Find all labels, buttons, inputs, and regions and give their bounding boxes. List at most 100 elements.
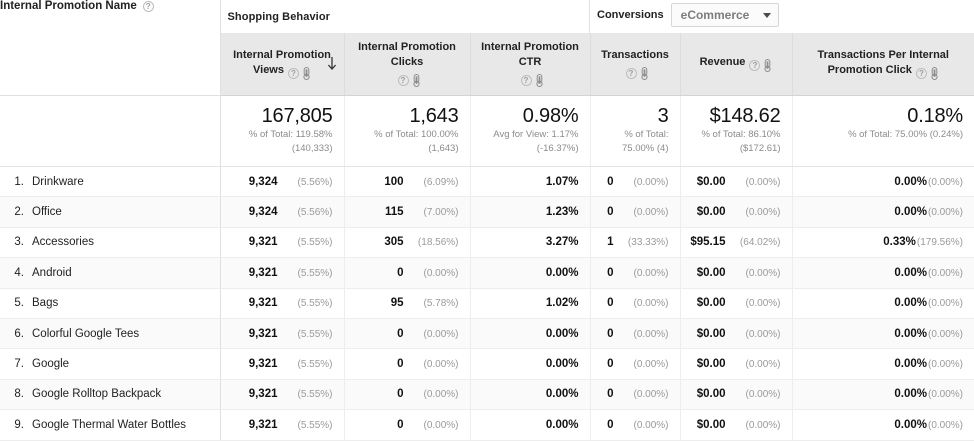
totals-value: 167,805 [261,105,333,127]
metric-value: 0 [397,327,404,340]
conversions-select-value: eCommerce [680,8,750,22]
totals-revenue-cell: $148.62 % of Total: 86.10% ($172.61) [680,95,793,167]
row-tpic-cell: 0.00% (0.00%) [792,348,974,380]
metric-percent: (179.56%) [916,237,964,249]
row-clicks-cell: 100 (6.09%) [344,166,471,198]
help-icon[interactable]: ? [520,75,532,86]
metric-value: 0 [607,388,614,401]
totals-value: $148.62 [709,105,781,127]
column-header-internal-promotion-views[interactable]: Internal Promotion Views ? [220,33,345,96]
metric-value: 9,321 [248,418,278,431]
totals-value: 3 [657,105,669,127]
row-tpic-cell: 0.00% (0.00%) [792,196,974,228]
row-ctr-cell: 0.00% [470,379,591,411]
table-row: 6. Colorful Google Tees 9,321 (5.55%) 0 (0.00… [0,318,974,350]
sort-descending-arrow-icon[interactable] [326,56,338,71]
totals-value: 0.18% [907,105,964,127]
help-icon[interactable]: ? [749,60,761,71]
metric-percent: (0.00%) [928,176,964,188]
metric-value: $0.00 [696,327,726,340]
dimension-header-cell[interactable]: Internal Promotion Name ? [0,0,221,96]
row-dimension-link[interactable]: Drinkware [32,175,84,188]
metric-percent: (0.00%) [423,359,459,371]
metric-percent: (0.00%) [745,176,781,188]
metric-percent: (18.56%) [417,237,459,249]
metric-value: 0.00% [545,388,579,401]
metric-percent: (0.00%) [745,267,781,279]
metric-value: $0.00 [696,206,726,219]
row-clicks-cell: 0 (0.00%) [344,379,471,411]
help-icon[interactable]: ? [915,67,927,79]
metric-value: 0 [607,175,614,188]
row-dimension-link[interactable]: Colorful Google Tees [32,327,140,340]
row-dimension-cell: 9. Google Thermal Water Bottles [0,409,221,441]
row-dimension-link[interactable]: Google Thermal Water Bottles [32,418,187,431]
metric-percent: (0.00%) [633,207,669,219]
conversions-select[interactable]: eCommerce [670,3,780,27]
help-icon[interactable]: ? [288,67,299,79]
row-transactions-cell: 0 (0.00%) [590,257,681,289]
row-dimension-link[interactable]: Bags [32,297,59,310]
metric-percent: (5.55%) [297,267,333,279]
metric-percent: (0.00%) [928,328,964,340]
column-compare-icon[interactable] [302,66,311,80]
row-dimension-link[interactable]: Android [32,266,72,279]
row-tpic-cell: 0.00% (0.00%) [792,409,974,441]
metric-value: 0.00% [894,297,927,310]
row-dimension-link[interactable]: Office [32,206,62,219]
metric-percent: (7.00%) [423,207,459,219]
row-tpic-cell: 0.00% (0.00%) [792,318,974,350]
metric-value: $0.00 [696,418,726,431]
chevron-down-icon [763,12,772,18]
metric-value: 9,321 [248,358,278,371]
column-compare-icon[interactable] [412,74,421,87]
totals-subtext-line2: 75.00% (4) [622,143,669,154]
metric-value: 0.00% [545,418,579,431]
metric-percent: (0.00%) [928,389,964,401]
row-revenue-cell: $0.00 (0.00%) [680,318,793,350]
row-revenue-cell: $0.00 (0.00%) [680,348,793,380]
row-clicks-cell: 0 (0.00%) [344,318,471,350]
row-clicks-cell: 0 (0.00%) [344,348,471,380]
help-icon[interactable]: ? [625,67,637,79]
shopping-behavior-group-header: Shopping Behavior [220,0,590,33]
column-label: Revenue [699,56,746,68]
column-header-transactions-per-internal-promotion-click[interactable]: Transactions Per Internal Promotion Clic… [792,33,974,96]
row-revenue-cell: $0.00 (0.00%) [680,379,793,411]
row-dimension-link[interactable]: Accessories [32,236,94,249]
row-index: 2. [14,206,24,219]
column-header-internal-promotion-ctr[interactable]: Internal Promotion CTR ? [470,33,591,96]
row-dimension-link[interactable]: Google [32,358,70,371]
metric-percent: (0.00%) [423,389,459,401]
column-compare-icon[interactable] [535,74,544,87]
row-revenue-cell: $95.15 (64.02%) [680,227,793,259]
row-transactions-cell: 0 (0.00%) [590,288,681,319]
totals-subtext-line2: (-16.37%) [536,143,579,154]
metric-value: 9,321 [248,327,278,340]
row-revenue-cell: $0.00 (0.00%) [680,166,793,198]
totals-subtext-line1: % of Total: 119.58% [248,129,333,140]
metric-value: 0.00% [545,327,579,340]
table-row: 5. Bags 9,321 (5.55%) 95 (5.78%) 1.02% 0 (0.00%)… [0,288,974,319]
column-compare-icon[interactable] [930,66,939,80]
column-header-transactions[interactable]: Transactions ? [590,33,681,96]
column-label: Transactions [601,48,669,61]
metric-value: 305 [384,236,404,249]
metric-value: 0 [607,297,614,310]
row-ctr-cell: 3.27% [470,227,591,259]
conversions-label: Conversions [597,9,664,21]
metric-percent: (6.09%) [423,176,459,188]
metric-percent: (0.00%) [745,389,781,401]
column-header-revenue[interactable]: Revenue ? [680,33,793,96]
column-compare-icon[interactable] [640,66,649,80]
dimension-header-label: Internal Promotion Name [0,0,137,12]
row-tpic-cell: 0.00% (0.00%) [792,257,974,289]
column-compare-icon[interactable] [763,59,772,72]
row-dimension-link[interactable]: Google Rolltop Backpack [32,388,162,401]
column-label: Internal Promotion Clicks [358,41,456,68]
metric-percent: (0.00%) [633,328,669,340]
help-icon[interactable]: ? [397,75,409,86]
column-header-internal-promotion-clicks[interactable]: Internal Promotion Clicks ? [344,33,471,96]
help-icon[interactable]: ? [142,0,154,12]
row-dimension-cell: 6. Colorful Google Tees [0,318,221,350]
